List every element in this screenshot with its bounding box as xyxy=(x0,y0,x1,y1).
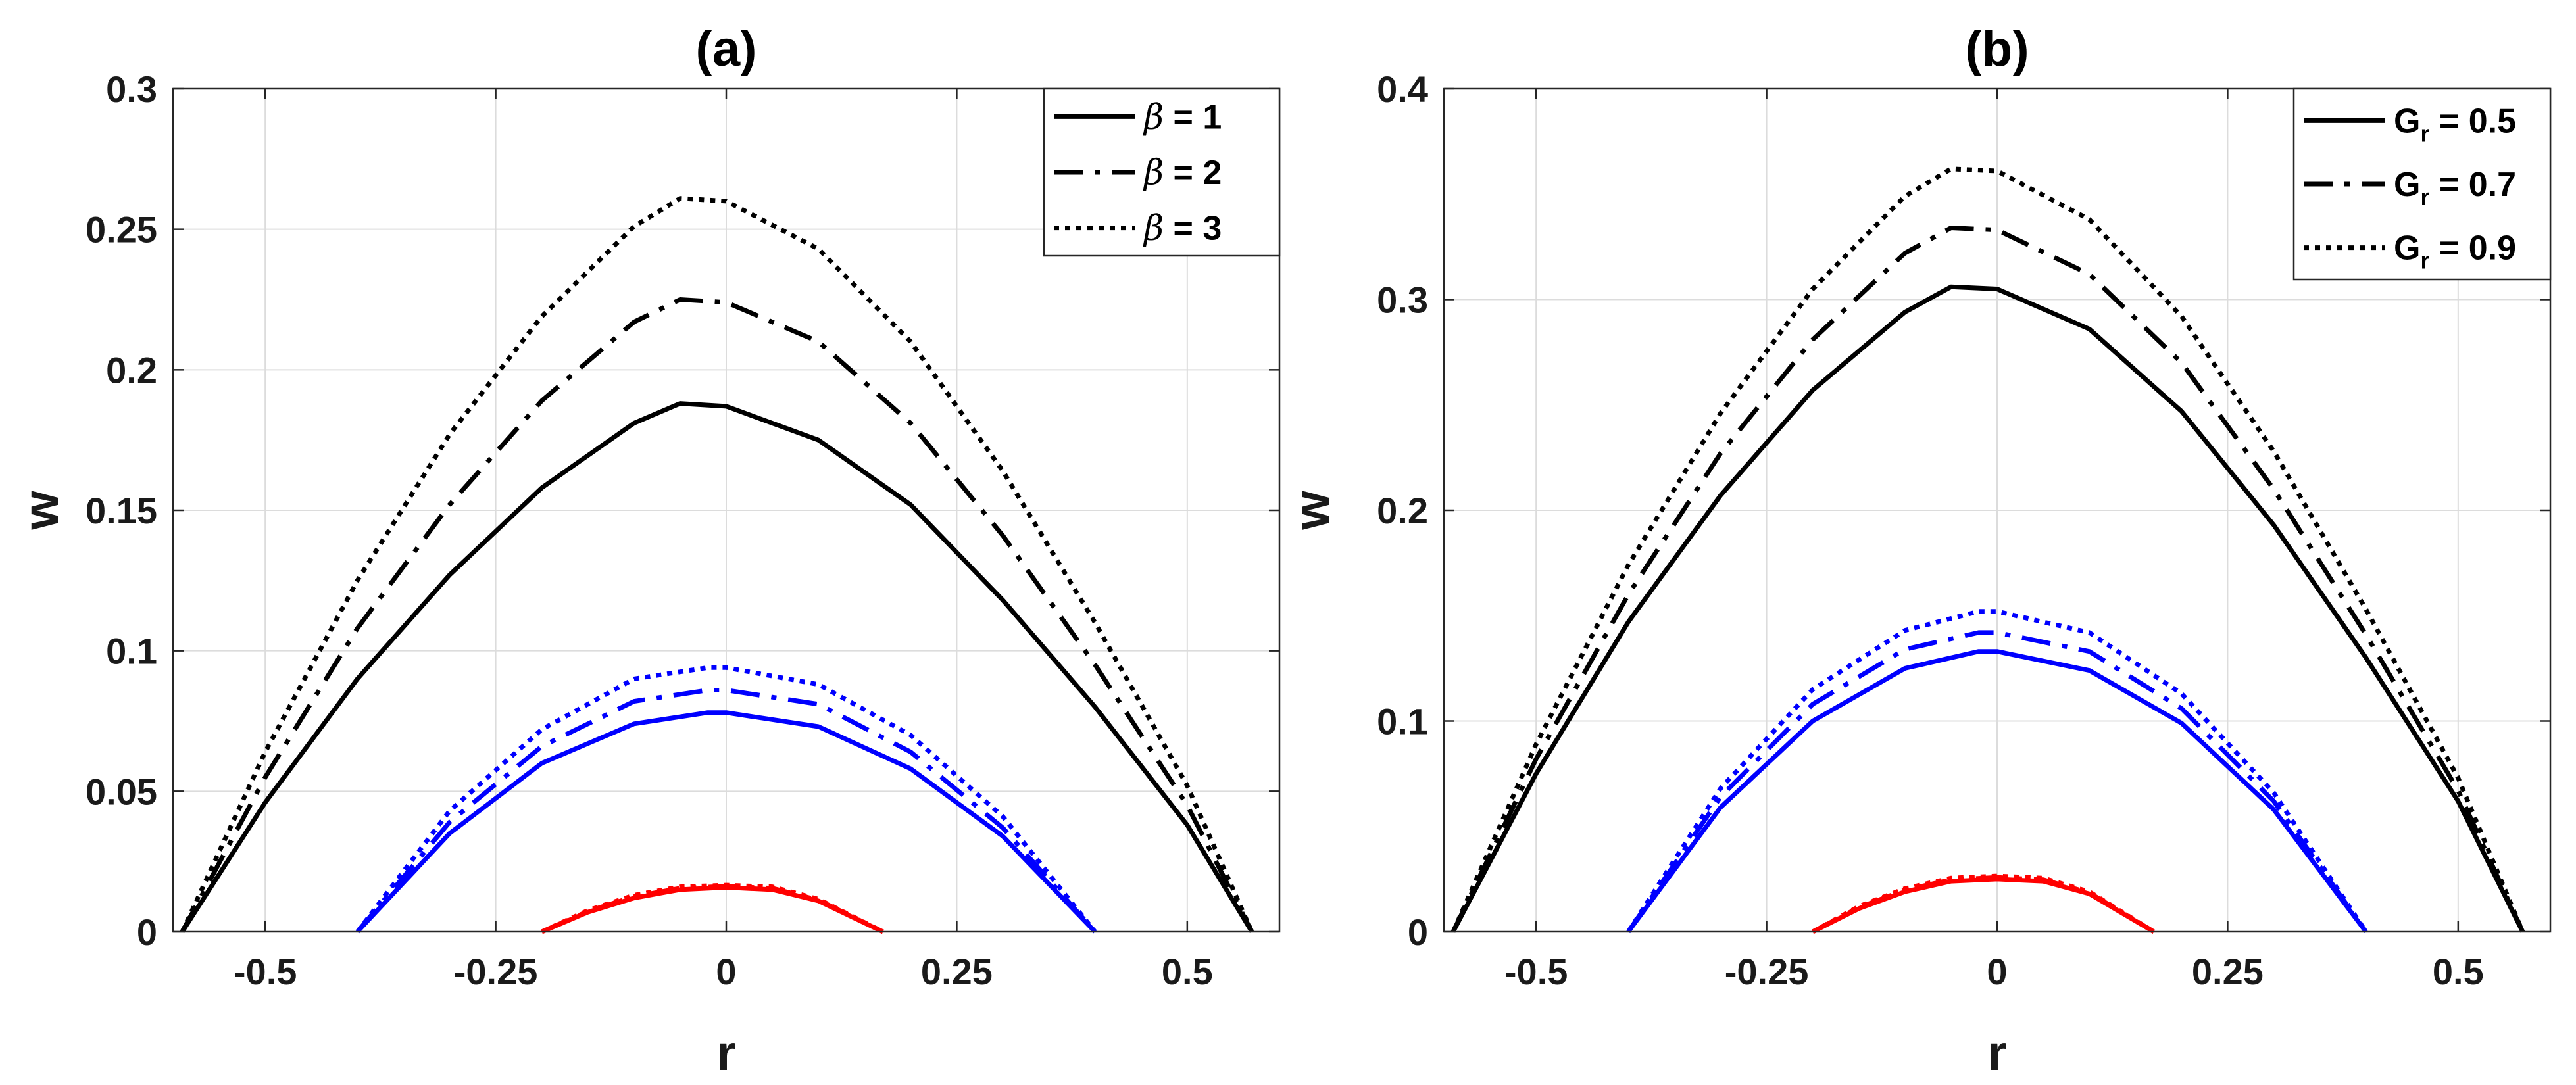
y-tick-label: 0.1 xyxy=(106,631,157,672)
y-tick-label: 0.2 xyxy=(106,349,157,391)
x-tick-label: 0.5 xyxy=(1162,951,1213,992)
series-line-5 xyxy=(1626,609,2368,933)
y-tick-label: 0.3 xyxy=(106,68,157,110)
x-axis-label: r xyxy=(716,1025,736,1081)
series-group xyxy=(1450,166,2525,934)
y-tick-label: 0.4 xyxy=(1377,68,1428,110)
series-line-3 xyxy=(1626,649,2368,934)
series-line-4 xyxy=(1626,630,2368,934)
x-tick-label: 0 xyxy=(716,951,736,992)
legend-label: β = 3 xyxy=(1143,209,1222,249)
x-tick-label: 0.5 xyxy=(2433,951,2484,992)
x-tick-label: 0.25 xyxy=(2192,951,2264,992)
series-line-0 xyxy=(1450,284,2525,933)
x-tick-label: -0.5 xyxy=(234,951,297,992)
legend: β = 1 β = 2 β = 3 xyxy=(1043,87,1281,257)
chart-panel-a: -0.5 -0.25 0 0.25 0.5 0 0.05 0.1 0.15 0.2 0.25 0.3 (… xyxy=(13,21,1281,1081)
legend: Gr = 0.5 Gr = 0.7 Gr = 0.9 xyxy=(2292,87,2552,281)
series-group xyxy=(180,196,1254,934)
series-line-1 xyxy=(1450,226,2525,933)
x-tick-label: -0.5 xyxy=(1504,951,1568,992)
x-tick-label: 0 xyxy=(1987,951,2007,992)
legend-label: Gr = 0.9 xyxy=(2394,229,2516,274)
chart-panel-b: -0.5 -0.25 0 0.25 0.5 0 0.1 0.2 0.3 0.4 (b) r w Gr = … xyxy=(1284,21,2552,1081)
x-tick-label: -0.25 xyxy=(1725,951,1809,992)
series-line-8 xyxy=(541,882,884,934)
series-line-8 xyxy=(1812,873,2156,934)
legend-label: Gr = 0.7 xyxy=(2394,166,2516,210)
y-tick-label: 0.25 xyxy=(86,209,157,251)
y-tick-label: 0.3 xyxy=(1377,279,1428,321)
series-line-4 xyxy=(355,688,1097,934)
y-tick-label: 0.2 xyxy=(1377,490,1428,531)
y-tick-label: 0.05 xyxy=(86,771,157,812)
y-tick-label: 0.1 xyxy=(1377,701,1428,742)
y-tick-label: 0 xyxy=(137,911,157,953)
chart-title: (a) xyxy=(696,21,757,77)
series-line-2 xyxy=(180,196,1254,933)
legend-label: β = 1 xyxy=(1143,97,1222,137)
legend-label: Gr = 0.5 xyxy=(2394,102,2516,147)
series-line-5 xyxy=(355,665,1097,934)
x-axis-label: r xyxy=(1987,1025,2007,1081)
chart-title: (b) xyxy=(1965,21,2029,77)
series-line-2 xyxy=(1450,166,2525,933)
y-axis-label: w xyxy=(13,491,69,531)
x-tick-label: 0.25 xyxy=(921,951,993,992)
series-line-0 xyxy=(180,401,1254,933)
y-tick-label: 0.15 xyxy=(86,490,157,531)
y-axis-label: w xyxy=(1284,491,1340,531)
series-line-3 xyxy=(355,710,1097,934)
legend-label: β = 2 xyxy=(1143,153,1222,193)
y-tick-label: 0 xyxy=(1408,911,1428,953)
x-tick-label: -0.25 xyxy=(454,951,538,992)
